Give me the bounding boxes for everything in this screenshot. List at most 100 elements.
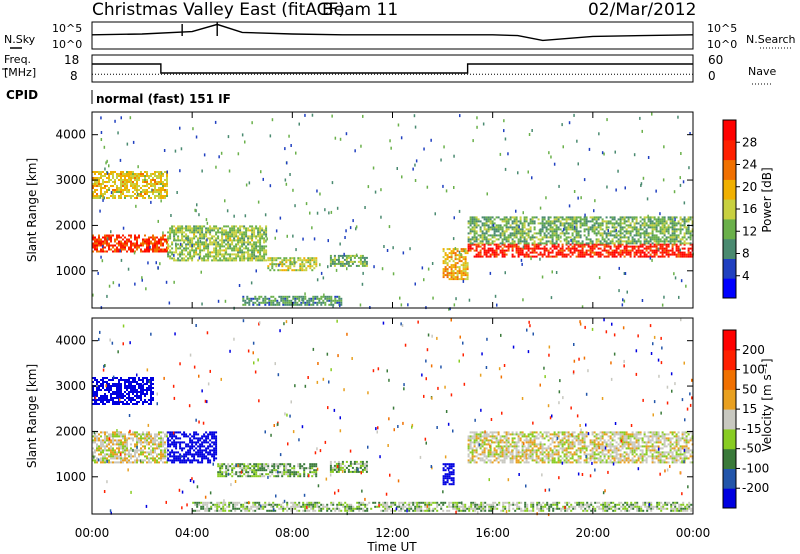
heatmap-cell bbox=[521, 253, 524, 256]
heatmap-cell bbox=[246, 295, 249, 298]
heatmap-cell bbox=[179, 227, 182, 230]
heatmap-cell bbox=[469, 245, 472, 248]
heatmap-cell bbox=[150, 391, 152, 393]
heatmap-cell bbox=[261, 247, 264, 250]
heatmap-cell bbox=[499, 245, 502, 248]
heatmap-cell bbox=[199, 243, 202, 246]
heatmap-cell bbox=[241, 133, 244, 137]
heatmap-cell bbox=[110, 461, 112, 464]
heatmap-cell bbox=[108, 175, 110, 177]
heatmap-cell bbox=[294, 301, 297, 304]
heatmap-cell bbox=[104, 250, 106, 253]
heatmap-cell bbox=[104, 435, 106, 438]
heatmap-cell bbox=[98, 449, 100, 452]
heatmap-cell bbox=[261, 229, 264, 232]
heatmap-cell bbox=[687, 253, 690, 256]
heatmap-cell bbox=[249, 249, 252, 252]
heatmap-cell bbox=[98, 399, 100, 401]
heatmap-cell bbox=[189, 253, 192, 256]
heatmap-cell bbox=[362, 271, 364, 275]
heatmap-cell bbox=[537, 222, 540, 225]
heatmap-cell bbox=[92, 391, 94, 393]
heatmap-cell bbox=[482, 122, 485, 126]
heatmap-cell bbox=[623, 218, 626, 221]
heatmap-cell bbox=[193, 437, 196, 440]
heatmap-cell bbox=[469, 230, 472, 233]
heatmap-cell bbox=[142, 433, 144, 436]
heatmap-cell bbox=[193, 453, 196, 456]
heatmap-cell bbox=[189, 461, 192, 464]
heatmap-cell bbox=[543, 249, 546, 252]
heatmap-cell bbox=[617, 238, 620, 241]
heatmap-cell bbox=[456, 278, 459, 281]
heatmap-cell bbox=[505, 245, 508, 248]
heatmap-cell bbox=[627, 240, 630, 243]
heatmap-cell bbox=[108, 187, 110, 189]
heatmap-cell bbox=[365, 262, 368, 265]
heatmap-cell bbox=[523, 247, 526, 250]
heatmap-cell bbox=[372, 166, 375, 170]
heatmap-cell bbox=[122, 441, 124, 444]
heatmap-cell bbox=[144, 177, 146, 179]
heatmap-cell bbox=[675, 249, 678, 252]
heatmap-cell bbox=[272, 303, 275, 306]
heatmap-cell bbox=[259, 243, 262, 246]
heatmap-cell bbox=[501, 243, 504, 246]
heatmap-cell bbox=[477, 238, 480, 241]
heatmap-cell bbox=[467, 238, 470, 241]
heatmap-cell bbox=[118, 240, 120, 243]
heatmap-cell bbox=[599, 243, 602, 246]
heatmap-cell bbox=[229, 239, 232, 242]
heatmap-cell bbox=[175, 431, 178, 434]
heatmap-cell bbox=[671, 247, 674, 250]
heatmap-cell bbox=[144, 459, 146, 462]
heatmap-cell bbox=[571, 220, 574, 223]
heatmap-cell bbox=[298, 303, 301, 306]
heatmap-cell bbox=[193, 243, 196, 246]
heatmap-cell bbox=[98, 447, 100, 450]
heatmap-cell bbox=[589, 249, 592, 252]
heatmap-cell bbox=[221, 467, 224, 470]
heatmap-cell bbox=[671, 230, 674, 233]
heatmap-cell bbox=[667, 230, 670, 233]
heatmap-cell bbox=[576, 139, 578, 143]
heatmap-cell bbox=[579, 242, 582, 245]
heatmap-cell bbox=[134, 282, 136, 286]
heatmap-cell bbox=[683, 224, 686, 227]
heatmap-cell bbox=[619, 251, 622, 254]
heatmap-cell bbox=[158, 175, 160, 177]
heatmap-cell bbox=[179, 231, 182, 234]
heatmap-cell bbox=[271, 471, 274, 474]
heatmap-cell bbox=[128, 195, 130, 197]
heatmap-cell bbox=[667, 216, 670, 219]
heatmap-cell bbox=[116, 238, 118, 241]
heatmap-cell bbox=[259, 469, 262, 472]
heatmap-cell bbox=[193, 253, 196, 256]
heatmap-cell bbox=[215, 445, 218, 448]
heatmap-cell bbox=[517, 171, 519, 175]
heatmap-cell bbox=[573, 240, 576, 243]
heatmap-cell bbox=[215, 245, 218, 248]
heatmap-cell bbox=[567, 232, 570, 235]
heatmap-cell bbox=[136, 381, 138, 383]
heatmap-cell bbox=[114, 439, 116, 442]
heatmap-cell bbox=[649, 220, 652, 223]
heatmap-cell bbox=[671, 240, 674, 243]
heatmap-cell bbox=[142, 431, 144, 434]
heatmap-cell bbox=[169, 235, 172, 238]
heatmap-cell bbox=[213, 241, 216, 244]
heatmap-cell bbox=[557, 253, 560, 256]
heatmap-cell bbox=[118, 242, 120, 245]
heatmap-cell bbox=[243, 237, 246, 240]
heatmap-cell bbox=[645, 253, 648, 256]
heatmap-cell bbox=[173, 459, 176, 462]
heatmap-cell bbox=[221, 475, 224, 478]
heatmap-cell bbox=[504, 271, 506, 275]
heatmap-cell bbox=[152, 189, 154, 191]
heatmap-cell bbox=[460, 272, 463, 275]
heatmap-cell bbox=[213, 229, 216, 232]
heatmap-cell bbox=[193, 229, 196, 232]
heatmap-cell bbox=[665, 226, 668, 229]
heatmap-cell bbox=[330, 303, 333, 306]
heatmap-cell bbox=[104, 238, 106, 241]
